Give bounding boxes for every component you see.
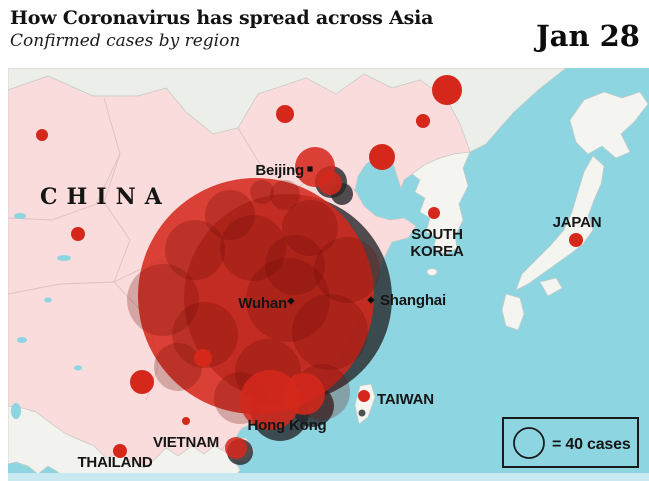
dark-dot-taiwan [358,409,366,417]
land-kyushu [501,293,525,331]
page-subtitle: Confirmed cases by region [10,31,241,51]
label-thailand: THAILAND [77,454,152,471]
bubble-japan [569,233,583,247]
label-south: SOUTH [411,226,463,243]
overlay-province-2 [165,220,225,280]
city-markers [287,166,375,305]
case-bubbles [36,75,583,465]
land-honshu [515,155,605,291]
overlay-province-8 [314,237,380,303]
label-hong-kong: Hong Kong [247,417,326,434]
label-korea: KOREA [410,243,464,260]
bubble-hongkong [283,373,325,415]
land-jeju-island [426,268,438,276]
label-china: CHINA [40,184,171,210]
overlay-province-1 [205,190,255,240]
bubble-yunnan [130,370,154,394]
bubble-qinghai [71,227,85,241]
bubble-south-korea [428,207,440,219]
bubble-jilin [416,114,430,128]
marker-shanghai [367,296,375,304]
land-hokkaido [569,91,649,159]
date-label: Jan 28 [535,19,640,53]
overlay-province-4 [172,302,238,368]
page-title: How Coronavirus has spread across Asia [10,7,434,29]
bubble-guangxi [194,349,212,367]
bubble-vietnam [182,417,190,425]
overlay-province-10 [246,258,330,342]
legend: = 40 cases [502,417,639,468]
bubble-tianjin [318,171,342,195]
legend-box [502,417,639,468]
label-beijing: Beijing [255,162,304,179]
legend-circle-icon [513,427,545,459]
label-japan: JAPAN [553,214,602,231]
overlay-province-15 [270,180,300,210]
label-vietnam: VIETNAM [153,434,219,451]
header: How Coronavirus has spread across Asia C… [0,0,649,68]
bubble-thailand [113,444,127,458]
bubble-taiwan [358,390,370,402]
overlay-province-14 [265,235,325,295]
land-southeast-asia [8,405,241,481]
label-shanghai: Shanghai [380,292,446,309]
overlay-province-9 [292,294,368,370]
map-bottom-strip [8,473,649,481]
land-korea [411,151,471,255]
lakes [11,213,82,419]
bubble-guangdong [240,370,300,430]
bubble-liaoning [369,144,395,170]
legend-label: = 40 cases [552,436,631,453]
bubble-hainan [225,437,247,459]
bubble-heilongjiang [432,75,462,105]
bubble-inner-mongolia [276,105,294,123]
label-taiwan: TAIWAN [377,391,434,408]
marker-wuhan [287,297,295,305]
bubble-xinjiang [36,129,48,141]
overlay-province-6 [220,215,286,281]
overlay-province-5 [154,343,202,391]
land-shikoku [539,277,563,297]
overlay-province-16 [250,180,274,204]
overlay-province-7 [282,200,338,256]
overlay-province-3 [127,264,199,336]
label-wuhan: Wuhan [238,295,287,312]
marker-beijing [307,166,313,172]
